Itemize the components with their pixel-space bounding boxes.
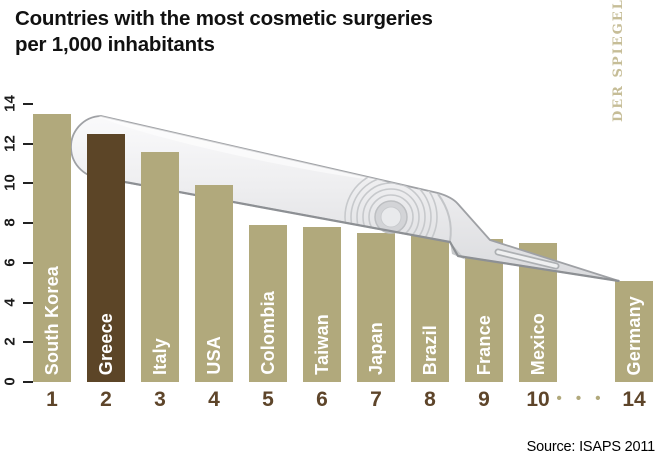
- rank-label-6: 6: [316, 388, 328, 411]
- rank-label-1: 1: [46, 388, 58, 411]
- y-tick-mark-8: [23, 222, 33, 225]
- rank-label-14: 14: [622, 388, 646, 411]
- bar-south-korea: South Korea: [33, 113, 71, 382]
- y-tick-mark-12: [23, 142, 33, 145]
- rank-label-4: 4: [208, 388, 220, 411]
- rank-label-3: 3: [154, 388, 166, 411]
- y-tick-mark-6: [23, 261, 33, 264]
- rank-label-8: 8: [424, 388, 436, 411]
- bar-greece: Greece: [87, 133, 125, 382]
- rank-label-5: 5: [262, 388, 274, 411]
- chart-title: Countries with the most cosmetic surgeri…: [15, 7, 433, 56]
- rank-label-2: 2: [100, 388, 112, 411]
- y-tick-mark-0: [23, 381, 33, 383]
- source-credit: Source: ISAPS 2011: [526, 439, 656, 455]
- bar-italy: Italy: [141, 151, 179, 382]
- rank-label-9: 9: [478, 388, 490, 411]
- y-tick-mark-10: [23, 182, 33, 185]
- bar-germany: Germany: [615, 280, 653, 382]
- y-tick-mark-2: [23, 341, 33, 344]
- y-tick-mark-4: [23, 301, 33, 304]
- rank-label-7: 7: [370, 388, 382, 411]
- y-tick-mark-14: [23, 103, 33, 105]
- bar-usa: USA: [195, 185, 233, 382]
- rank-ellipsis: • • •: [556, 390, 606, 407]
- rank-label-10: 10: [526, 388, 550, 411]
